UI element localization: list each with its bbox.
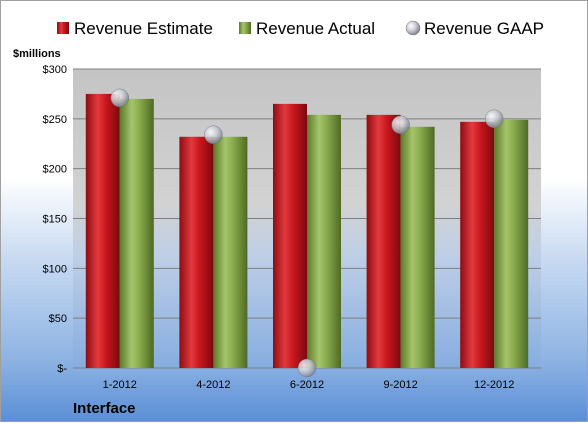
x-tick-label: 6-2012 [290,379,324,391]
marker-revenue-gaap-4-2012 [204,125,223,145]
y-tick-label: $300 [43,64,67,76]
legend-label-revenue-estimate: Revenue Estimate [74,19,213,38]
bar-revenue-estimate-12-2012 [460,121,495,368]
y-tick-label: $250 [43,114,67,126]
bars [85,93,529,369]
legend-swatch-revenue-estimate [57,22,69,34]
bar-revenue-actual-1-2012 [119,98,154,369]
legend-label-revenue-actual: Revenue Actual [256,19,375,38]
x-tick-label: 4-2012 [196,379,230,391]
y-axis-ticks: $- $50 $100 $150 $200 $250 $300 [43,64,68,375]
legend-swatch-revenue-actual [239,22,251,34]
y-axis-unit-label: $millions [13,48,61,60]
gaap-markers [110,88,504,378]
bar-revenue-actual-9-2012 [400,126,435,368]
bar-revenue-estimate-9-2012 [366,114,401,368]
bar-revenue-actual-6-2012 [307,114,341,368]
bar-revenue-estimate-6-2012 [273,103,307,368]
x-tick-label: 1-2012 [103,379,137,391]
bar-revenue-actual-4-2012 [213,136,248,368]
y-tick-label: $150 [43,214,67,226]
y-tick-label: $200 [43,164,67,176]
y-tick-label: $- [57,363,67,375]
legend: Revenue Estimate Revenue Actual Revenue GA… [57,19,544,38]
marker-revenue-gaap-1-2012 [110,88,130,108]
marker-revenue-gaap-6-2012 [297,358,317,378]
marker-revenue-gaap-12-2012 [484,109,504,129]
company-name: Interface [73,400,136,417]
y-tick-label: $100 [43,263,67,275]
bar-revenue-actual-12-2012 [494,119,529,368]
bar-revenue-estimate-1-2012 [85,93,120,369]
x-tick-label: 9-2012 [383,379,417,391]
marker-revenue-gaap-9-2012 [391,115,410,135]
legend-label-revenue-gaap: Revenue GAAP [424,19,544,38]
y-tick-label: $50 [49,313,67,325]
legend-swatch-revenue-gaap [405,20,421,36]
bar-revenue-estimate-4-2012 [179,136,214,368]
x-tick-label: 12-2012 [474,379,514,391]
x-axis-ticks: 1-2012 4-2012 6-2012 9-2012 12-2012 [103,379,515,391]
